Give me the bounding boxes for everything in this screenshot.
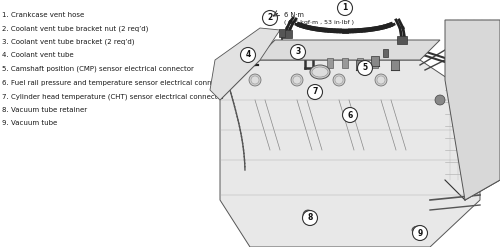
Text: ( 0.6 kgf·m , 53 in·lbf ): ( 0.6 kgf·m , 53 in·lbf ): [284, 20, 354, 25]
Ellipse shape: [412, 226, 424, 234]
Text: 4. Coolant vent tube: 4. Coolant vent tube: [2, 53, 74, 59]
Text: 9: 9: [418, 228, 422, 238]
Bar: [357, 58, 363, 68]
Bar: [371, 56, 379, 66]
Text: 3. Coolant vent tube bracket (2 req’d): 3. Coolant vent tube bracket (2 req’d): [2, 39, 134, 45]
Circle shape: [338, 0, 352, 16]
Polygon shape: [220, 60, 480, 247]
Text: 5: 5: [362, 63, 368, 73]
Text: 4: 4: [246, 50, 250, 60]
Circle shape: [333, 74, 345, 86]
Circle shape: [358, 61, 372, 76]
Circle shape: [305, 212, 311, 218]
Circle shape: [377, 76, 385, 84]
Text: 6 N·m: 6 N·m: [284, 12, 304, 18]
Text: 5. Camshaft position (CMP) sensor electrical connector: 5. Camshaft position (CMP) sensor electr…: [2, 66, 194, 73]
Bar: [356, 60, 364, 70]
Circle shape: [262, 11, 278, 25]
Text: 2. Coolant vent tube bracket nut (2 req’d): 2. Coolant vent tube bracket nut (2 req’…: [2, 25, 148, 32]
Bar: [397, 36, 407, 44]
Text: 7. Cylinder head temperature (CHT) sensor electrical connector: 7. Cylinder head temperature (CHT) senso…: [2, 93, 224, 100]
Circle shape: [335, 76, 343, 84]
Circle shape: [240, 47, 256, 62]
Bar: [391, 60, 399, 70]
Text: 6. Fuel rail pressure and temperature sensor electrical connector: 6. Fuel rail pressure and temperature se…: [2, 80, 230, 85]
Ellipse shape: [310, 65, 330, 79]
Circle shape: [303, 210, 313, 220]
Circle shape: [291, 74, 303, 86]
Circle shape: [290, 44, 306, 60]
Bar: [372, 58, 378, 68]
Circle shape: [293, 76, 301, 84]
Polygon shape: [210, 28, 280, 100]
Bar: [282, 30, 292, 38]
Circle shape: [375, 74, 387, 86]
Circle shape: [342, 107, 357, 123]
Circle shape: [249, 74, 261, 86]
Bar: [279, 29, 285, 37]
Circle shape: [251, 76, 259, 84]
Text: 1: 1: [342, 3, 347, 13]
Bar: [342, 58, 348, 68]
Text: 1. Crankcase vent hose: 1. Crankcase vent hose: [2, 12, 84, 18]
Circle shape: [302, 210, 318, 226]
Circle shape: [435, 95, 445, 105]
Text: 9. Vacuum tube: 9. Vacuum tube: [2, 120, 57, 126]
Text: 3: 3: [296, 47, 300, 57]
Circle shape: [412, 226, 428, 241]
Text: 7: 7: [312, 87, 318, 97]
Text: 2: 2: [268, 14, 272, 22]
Bar: [327, 58, 333, 68]
Text: 8: 8: [308, 213, 312, 223]
Circle shape: [308, 84, 322, 100]
Polygon shape: [255, 40, 440, 60]
Ellipse shape: [312, 67, 328, 77]
Bar: [383, 49, 388, 57]
Text: 8. Vacuum tube retainer: 8. Vacuum tube retainer: [2, 106, 87, 112]
Polygon shape: [445, 20, 500, 200]
Text: 6: 6: [348, 110, 352, 120]
